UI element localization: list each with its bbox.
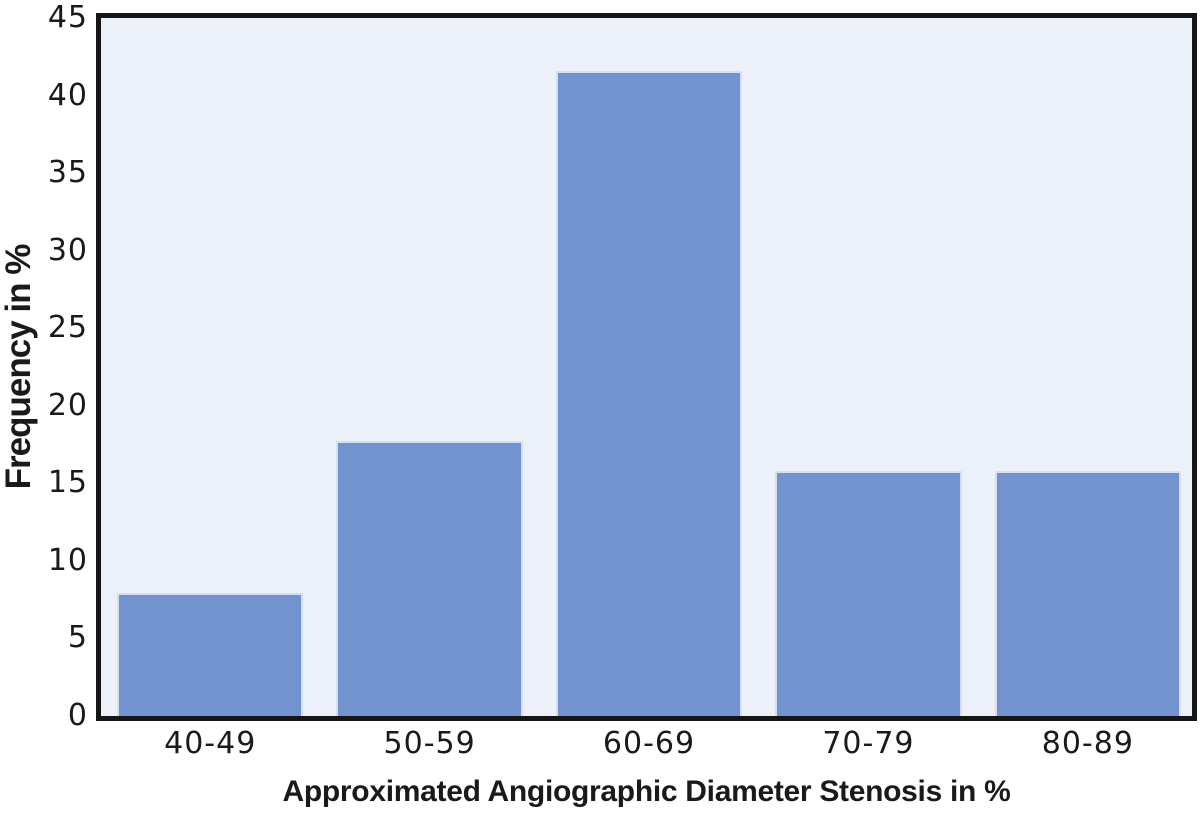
x-axis-tick-labels: 40-49 50-59 60-69 70-79 80-89	[101, 722, 1192, 766]
bar-80-89	[994, 470, 1182, 716]
y-axis-tick-labels: 0 5 10 15 20 25 30 35 40 45	[0, 3, 94, 731]
x-tick-label: 50-59	[383, 726, 476, 761]
y-tick-label: 10	[47, 542, 88, 578]
bar-60-69	[555, 70, 743, 716]
bar-70-79	[775, 470, 962, 716]
y-tick-label: 15	[47, 465, 88, 501]
y-tick-label: 0	[67, 698, 88, 733]
bar-40-49	[117, 593, 304, 716]
y-tick-label: 5	[67, 620, 88, 656]
y-tick-label: 45	[47, 0, 88, 35]
bar-series	[101, 18, 1192, 716]
y-tick-label: 40	[47, 77, 88, 113]
x-tick-label: 70-79	[822, 726, 915, 761]
y-tick-label: 20	[47, 387, 88, 423]
y-tick-label: 30	[47, 232, 88, 268]
y-tick-label: 35	[47, 155, 88, 191]
x-tick-label: 60-69	[602, 726, 696, 761]
x-tick-label: 40-49	[164, 726, 257, 761]
x-axis-title: Approximated Angiographic Diameter Steno…	[282, 775, 1011, 808]
x-tick-label: 80-89	[1041, 726, 1134, 761]
y-tick-label: 25	[47, 310, 88, 346]
plot-area	[96, 13, 1197, 721]
bar-50-59	[336, 441, 523, 716]
